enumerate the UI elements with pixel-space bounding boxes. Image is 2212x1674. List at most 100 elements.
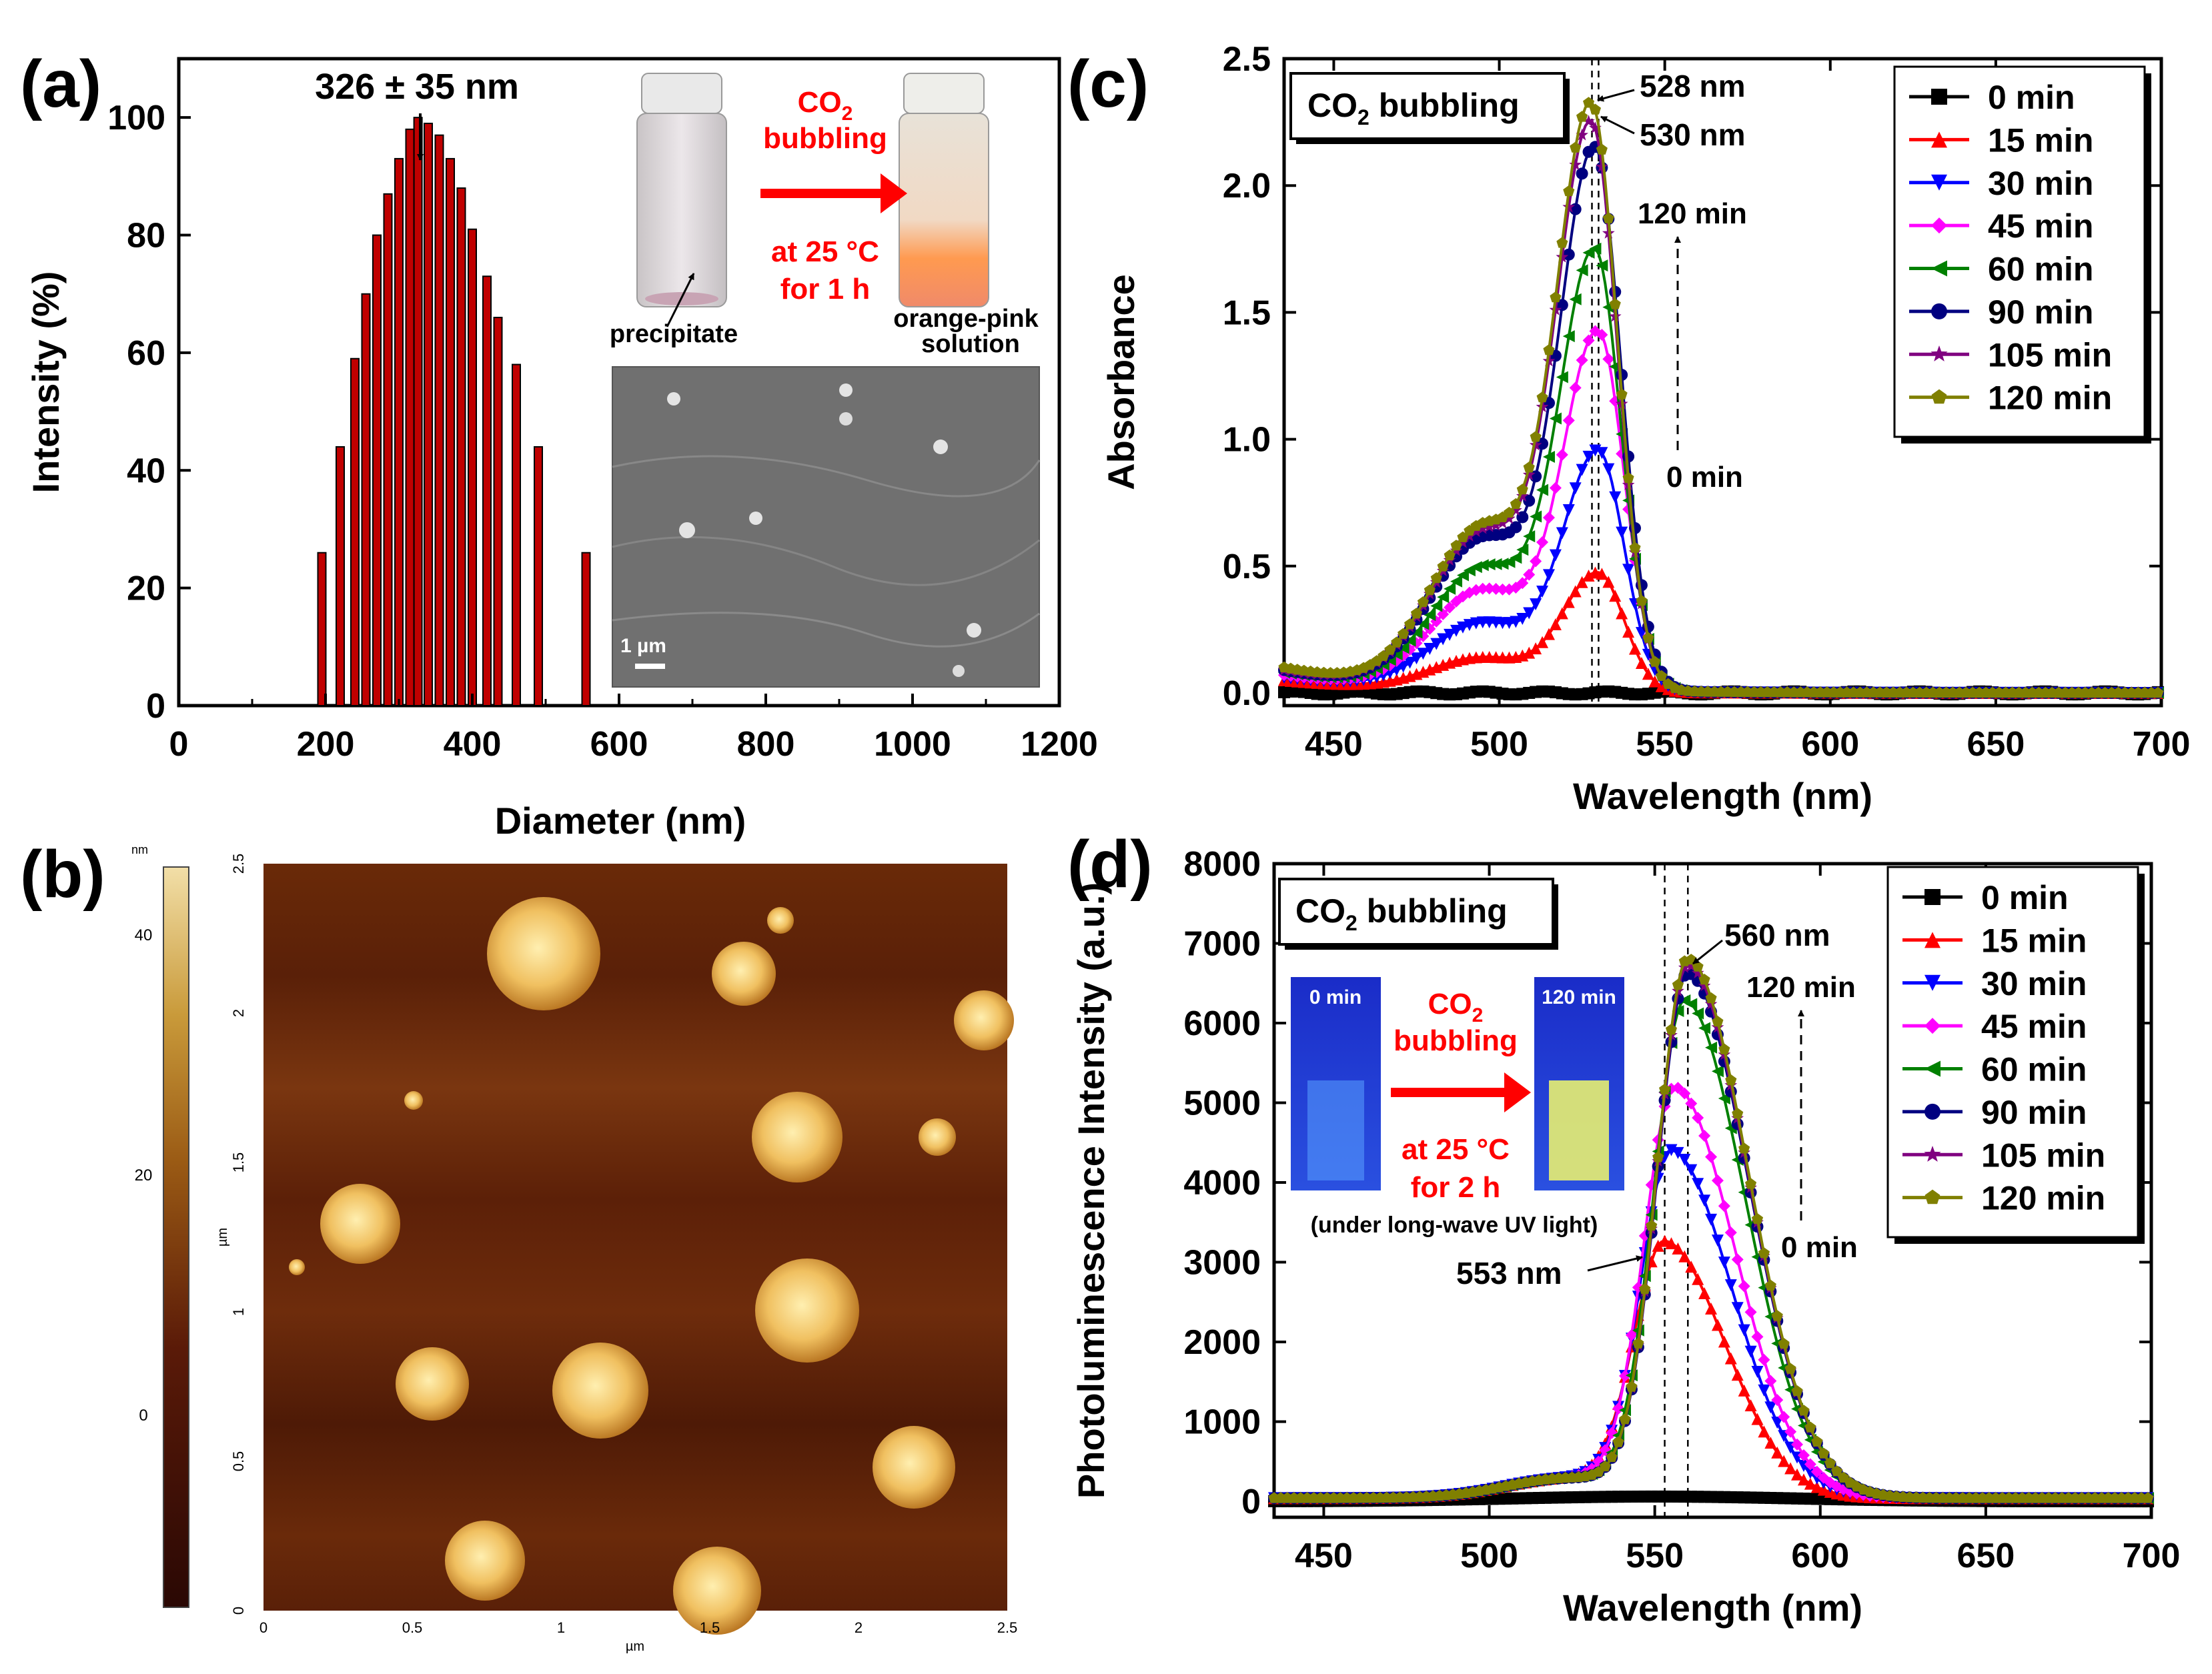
data-point <box>1582 450 1595 463</box>
afm-particles <box>289 897 1014 1635</box>
vial-left <box>636 113 727 307</box>
data-point <box>1424 643 1436 656</box>
data-point <box>1562 200 1576 213</box>
vial-left-cap <box>641 73 722 114</box>
legend-frame <box>1893 65 2146 438</box>
data-point <box>1751 1213 1764 1224</box>
data-point <box>1711 1319 1724 1331</box>
panel-a-time: for 1 h <box>780 273 870 305</box>
data-point <box>1490 558 1502 570</box>
data-point <box>1404 656 1416 669</box>
panel-d-inset-bubbling: bubbling <box>1394 1024 1518 1057</box>
data-point <box>1563 185 1575 197</box>
data-point <box>1744 1399 1757 1412</box>
data-point <box>1430 638 1443 650</box>
panel-d-560-pointer <box>1692 939 1723 965</box>
data-point <box>1718 1335 1730 1348</box>
legend-label: 30 min <box>1988 165 2093 202</box>
panel-d-inset-co: CO <box>1428 988 1472 1020</box>
series-line <box>1274 1239 2151 1500</box>
legend-marker <box>1931 303 1947 319</box>
data-point <box>1758 1353 1770 1366</box>
panel-c-label: (c) <box>1067 47 1149 121</box>
data-point <box>1705 1213 1718 1226</box>
data-point <box>1510 552 1522 564</box>
y-tick-label: 0 <box>1241 1483 1261 1521</box>
panel-a: (a) 0 200 400 600 800 1000 1200 0 20 40 60 80 100 D… <box>20 47 1098 842</box>
panel-c-co: CO <box>1307 87 1357 124</box>
data-point <box>1731 1302 1744 1315</box>
data-point <box>1818 1447 1830 1459</box>
y-tick-label: 2.5 <box>1223 40 1271 79</box>
y-tick-label: 0 <box>146 687 165 726</box>
data-point <box>1589 121 1602 133</box>
panel-a-xlabel: Diameter (nm) <box>495 800 746 842</box>
data-point <box>1404 618 1416 630</box>
data-point <box>1738 1324 1750 1337</box>
data-point <box>1732 1108 1744 1119</box>
x-tick-label: 500 <box>1460 1537 1518 1575</box>
uv-right-tag: 120 min <box>1542 986 1616 1008</box>
legend-marker <box>1931 260 1947 277</box>
data-point <box>1549 303 1562 315</box>
data-point <box>1612 1402 1625 1415</box>
afm-particle <box>712 942 776 1006</box>
panel-a-bubbling: bubbling <box>763 122 887 155</box>
svg-text:CO2: CO2 <box>798 86 853 125</box>
legend-marker <box>1931 174 1947 191</box>
panel-a-solution-caption-2: solution <box>921 330 1020 358</box>
legend-label: 15 min <box>1988 121 2093 159</box>
afm-y-tick-label: 2 <box>230 1009 247 1017</box>
legend-label: 105 min <box>1988 336 2112 373</box>
data-point <box>1616 607 1628 620</box>
legend-label: 0 min <box>1981 879 2069 916</box>
data-point <box>1622 626 1635 638</box>
data-point <box>1804 1477 1816 1490</box>
data-point <box>1523 462 1535 473</box>
legend-label: 90 min <box>1988 293 2093 331</box>
x-tick-label: 550 <box>1626 1537 1684 1575</box>
histogram-bar <box>405 128 415 706</box>
data-point <box>1764 1375 1777 1387</box>
afm-particle <box>873 1426 955 1509</box>
legend-label: 15 min <box>1981 922 2087 959</box>
x-tick-label: 1000 <box>874 725 951 764</box>
data-point <box>1483 558 1496 571</box>
data-point <box>1562 248 1575 261</box>
data-point <box>1516 511 1529 524</box>
data-point <box>1550 291 1562 303</box>
data-point <box>1522 468 1536 481</box>
data-point <box>1562 596 1575 608</box>
data-point <box>1576 264 1588 277</box>
afm-particle <box>552 1343 648 1439</box>
data-point <box>1811 1435 1823 1447</box>
data-point <box>1784 1425 1797 1438</box>
afm-y-ticks: 0 0.5 1 1.5 2 2.5 <box>230 854 247 1615</box>
data-point <box>1444 628 1456 641</box>
data-point <box>1549 549 1562 562</box>
panel-c-bubbling: bubbling <box>1369 87 1520 124</box>
data-point <box>1652 1239 1664 1252</box>
panel-a-co-sub: 2 <box>842 103 853 125</box>
x-tick-label: 0 <box>169 725 189 764</box>
data-point <box>1711 1174 1724 1187</box>
data-point <box>1410 652 1423 665</box>
data-point <box>1764 1279 1776 1291</box>
data-point <box>1417 618 1430 630</box>
data-point <box>1745 1178 1757 1189</box>
histogram-bar <box>534 446 543 706</box>
data-point <box>1437 560 1449 572</box>
panel-d-red-arrowhead <box>1504 1072 1531 1112</box>
panel-a-vials-inset: CO2 bubbling at 25 °C for 1 h precipitat… <box>610 70 1044 358</box>
afm-particle <box>767 907 794 934</box>
histogram-bar <box>493 317 503 706</box>
data-point <box>1496 558 1509 570</box>
x-tick-label: 600 <box>1801 725 1859 764</box>
data-point <box>1556 527 1568 540</box>
x-tick-label: 800 <box>737 725 795 764</box>
panel-a-co: CO <box>798 86 842 119</box>
legend-label: 60 min <box>1981 1051 2087 1088</box>
afm-particle <box>289 1259 305 1275</box>
afm-y-tick-label: 1 <box>230 1308 247 1316</box>
sem-particle <box>839 412 853 426</box>
